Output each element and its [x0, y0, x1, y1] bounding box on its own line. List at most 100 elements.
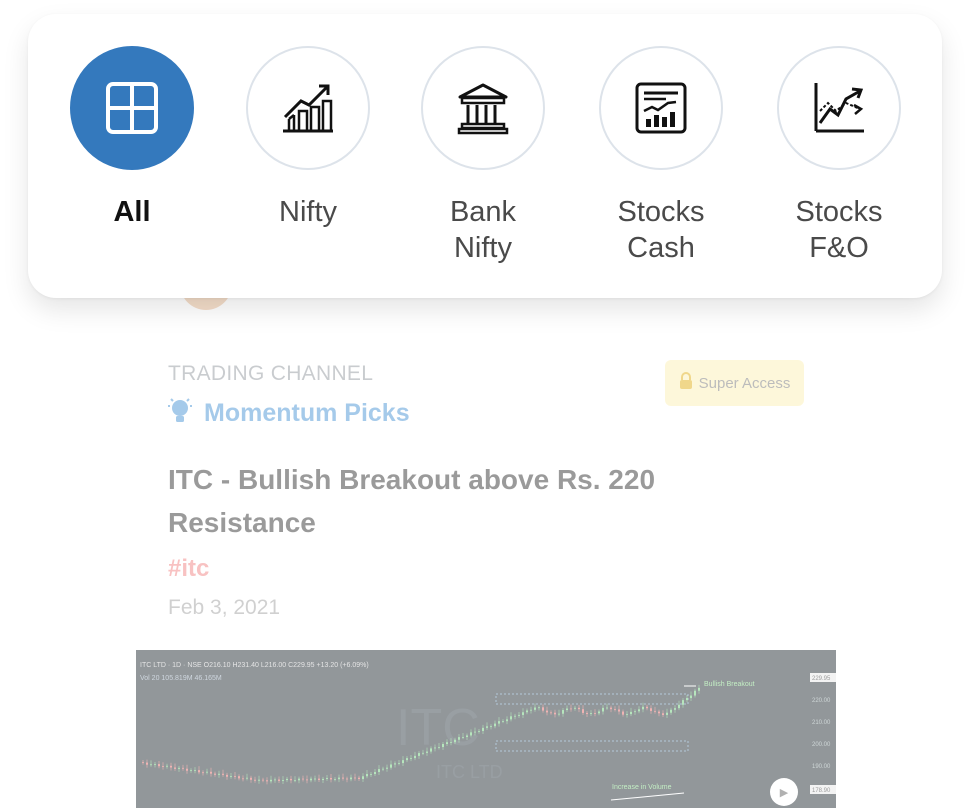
chart-candle: [466, 735, 468, 738]
chart-candle: [230, 776, 232, 777]
chart-candle: [142, 762, 144, 763]
chart-candle: [490, 726, 492, 728]
filter-bank-nifty[interactable]: Bank Nifty: [408, 46, 558, 266]
chart-candle: [654, 710, 656, 712]
chart-candle: [254, 779, 256, 781]
chart-candle: [610, 707, 612, 710]
chart-candle: [558, 713, 560, 715]
chart-candle: [642, 706, 644, 710]
category-filter-card: All Nifty: [28, 14, 942, 298]
chart-candle: [354, 777, 356, 779]
chart-price-label: 178.90: [812, 788, 831, 794]
chart-candle: [474, 731, 476, 733]
chart-candle: [250, 777, 252, 780]
chart-candle: [618, 709, 620, 712]
lock-icon: [679, 372, 693, 394]
chart-candle: [562, 710, 564, 714]
chart-candle: [378, 769, 380, 773]
chart-candle: [486, 726, 488, 728]
chart-candle: [438, 747, 440, 748]
filter-bank-nifty-circle[interactable]: [421, 46, 545, 170]
chart-candle: [450, 742, 452, 743]
chart-candle: [398, 763, 400, 764]
chart-candle: [314, 778, 316, 780]
grid-icon: [106, 82, 158, 134]
filter-nifty[interactable]: Nifty: [233, 46, 383, 230]
chart-candle: [166, 765, 168, 767]
chart-candle: [418, 753, 420, 756]
chart-candle: [298, 778, 300, 781]
chart-candle: [242, 778, 244, 780]
filter-nifty-circle[interactable]: [246, 46, 370, 170]
chart-candle: [182, 767, 184, 769]
chart-candle: [478, 731, 480, 732]
chart-candle: [402, 760, 404, 764]
chart-candle: [410, 758, 412, 759]
chart-candle: [662, 713, 664, 715]
filter-all[interactable]: All: [57, 46, 207, 230]
chart-candle: [334, 779, 336, 780]
chart-candle: [582, 709, 584, 713]
chart-candle: [622, 711, 624, 715]
chart-candle: [434, 747, 436, 749]
chart-candle: [154, 764, 156, 765]
chart-candle: [518, 714, 520, 716]
filter-all-circle[interactable]: [70, 46, 194, 170]
chart-candle: [350, 777, 352, 780]
chart-candle: [546, 710, 548, 713]
chart-candle: [430, 748, 432, 752]
chart-candle: [234, 776, 236, 777]
chart-candle: [374, 772, 376, 775]
chart-candle: [682, 700, 684, 705]
chart-candle: [266, 780, 268, 782]
post-tag[interactable]: #itc: [168, 555, 210, 582]
filter-stocks-cash-circle[interactable]: [599, 46, 723, 170]
chart-candle: [626, 714, 628, 715]
chart-candle: [258, 779, 260, 781]
chart-candle: [574, 707, 576, 709]
chart-candle: [174, 767, 176, 769]
post-date: Feb 3, 2021: [168, 596, 281, 619]
chart-candle: [158, 764, 160, 767]
chart-header: ITC LTD · 1D · NSE O216.10 H231.40 L216.…: [140, 662, 369, 669]
chart-candle: [414, 755, 416, 759]
chart-candle: [290, 778, 292, 781]
chart-candle: [362, 776, 364, 780]
chart-candle: [698, 687, 700, 691]
play-button[interactable]: ▶: [770, 778, 798, 806]
post-title[interactable]: ITC - Bullish Breakout above Rs. 220 Res…: [168, 464, 656, 538]
filter-stocks-fo-circle[interactable]: [777, 46, 901, 170]
chart-volume-line: Vol 20 105.819M 46.165M: [140, 675, 222, 682]
chart-candle: [674, 708, 676, 710]
chart-candle: [198, 770, 200, 773]
post-chart-image[interactable]: ITC ITC LTD 229.95 220.00 210.00 200.00 190.…: [136, 650, 836, 808]
super-access-badge[interactable]: Super Access: [665, 360, 804, 406]
chart-candle: [670, 709, 672, 713]
chart-candle: [554, 712, 556, 715]
chart-candle: [342, 777, 344, 779]
chart-candle: [614, 709, 616, 710]
chart-candle: [214, 773, 216, 775]
chart-price-label: 200.00: [812, 742, 831, 748]
chart-watermark: ITC: [396, 699, 480, 757]
chart-candle: [578, 707, 580, 710]
chart-watermark-sub: ITC LTD: [436, 762, 503, 782]
filter-stocks-fo[interactable]: Stocks F&O: [764, 46, 914, 266]
chart-candle: [514, 715, 516, 717]
chart-candle: [150, 764, 152, 766]
chart-candle: [322, 778, 324, 781]
chart-candle: [634, 711, 636, 713]
chart-candle: [458, 737, 460, 740]
chart-candle: [274, 779, 276, 781]
chart-candle: [482, 727, 484, 732]
chart-candle: [278, 779, 280, 781]
chart-candle: [646, 706, 648, 709]
filter-all-label: All: [113, 196, 151, 228]
chart-candle: [462, 737, 464, 738]
chart-candle: [202, 772, 204, 774]
chart-annotation-volume: Increase in Volume: [612, 784, 672, 791]
filter-stocks-cash[interactable]: Stocks Cash: [586, 46, 736, 266]
channel-name-row[interactable]: Momentum Picks: [166, 396, 410, 431]
chart-price-label: 220.00: [812, 698, 831, 704]
